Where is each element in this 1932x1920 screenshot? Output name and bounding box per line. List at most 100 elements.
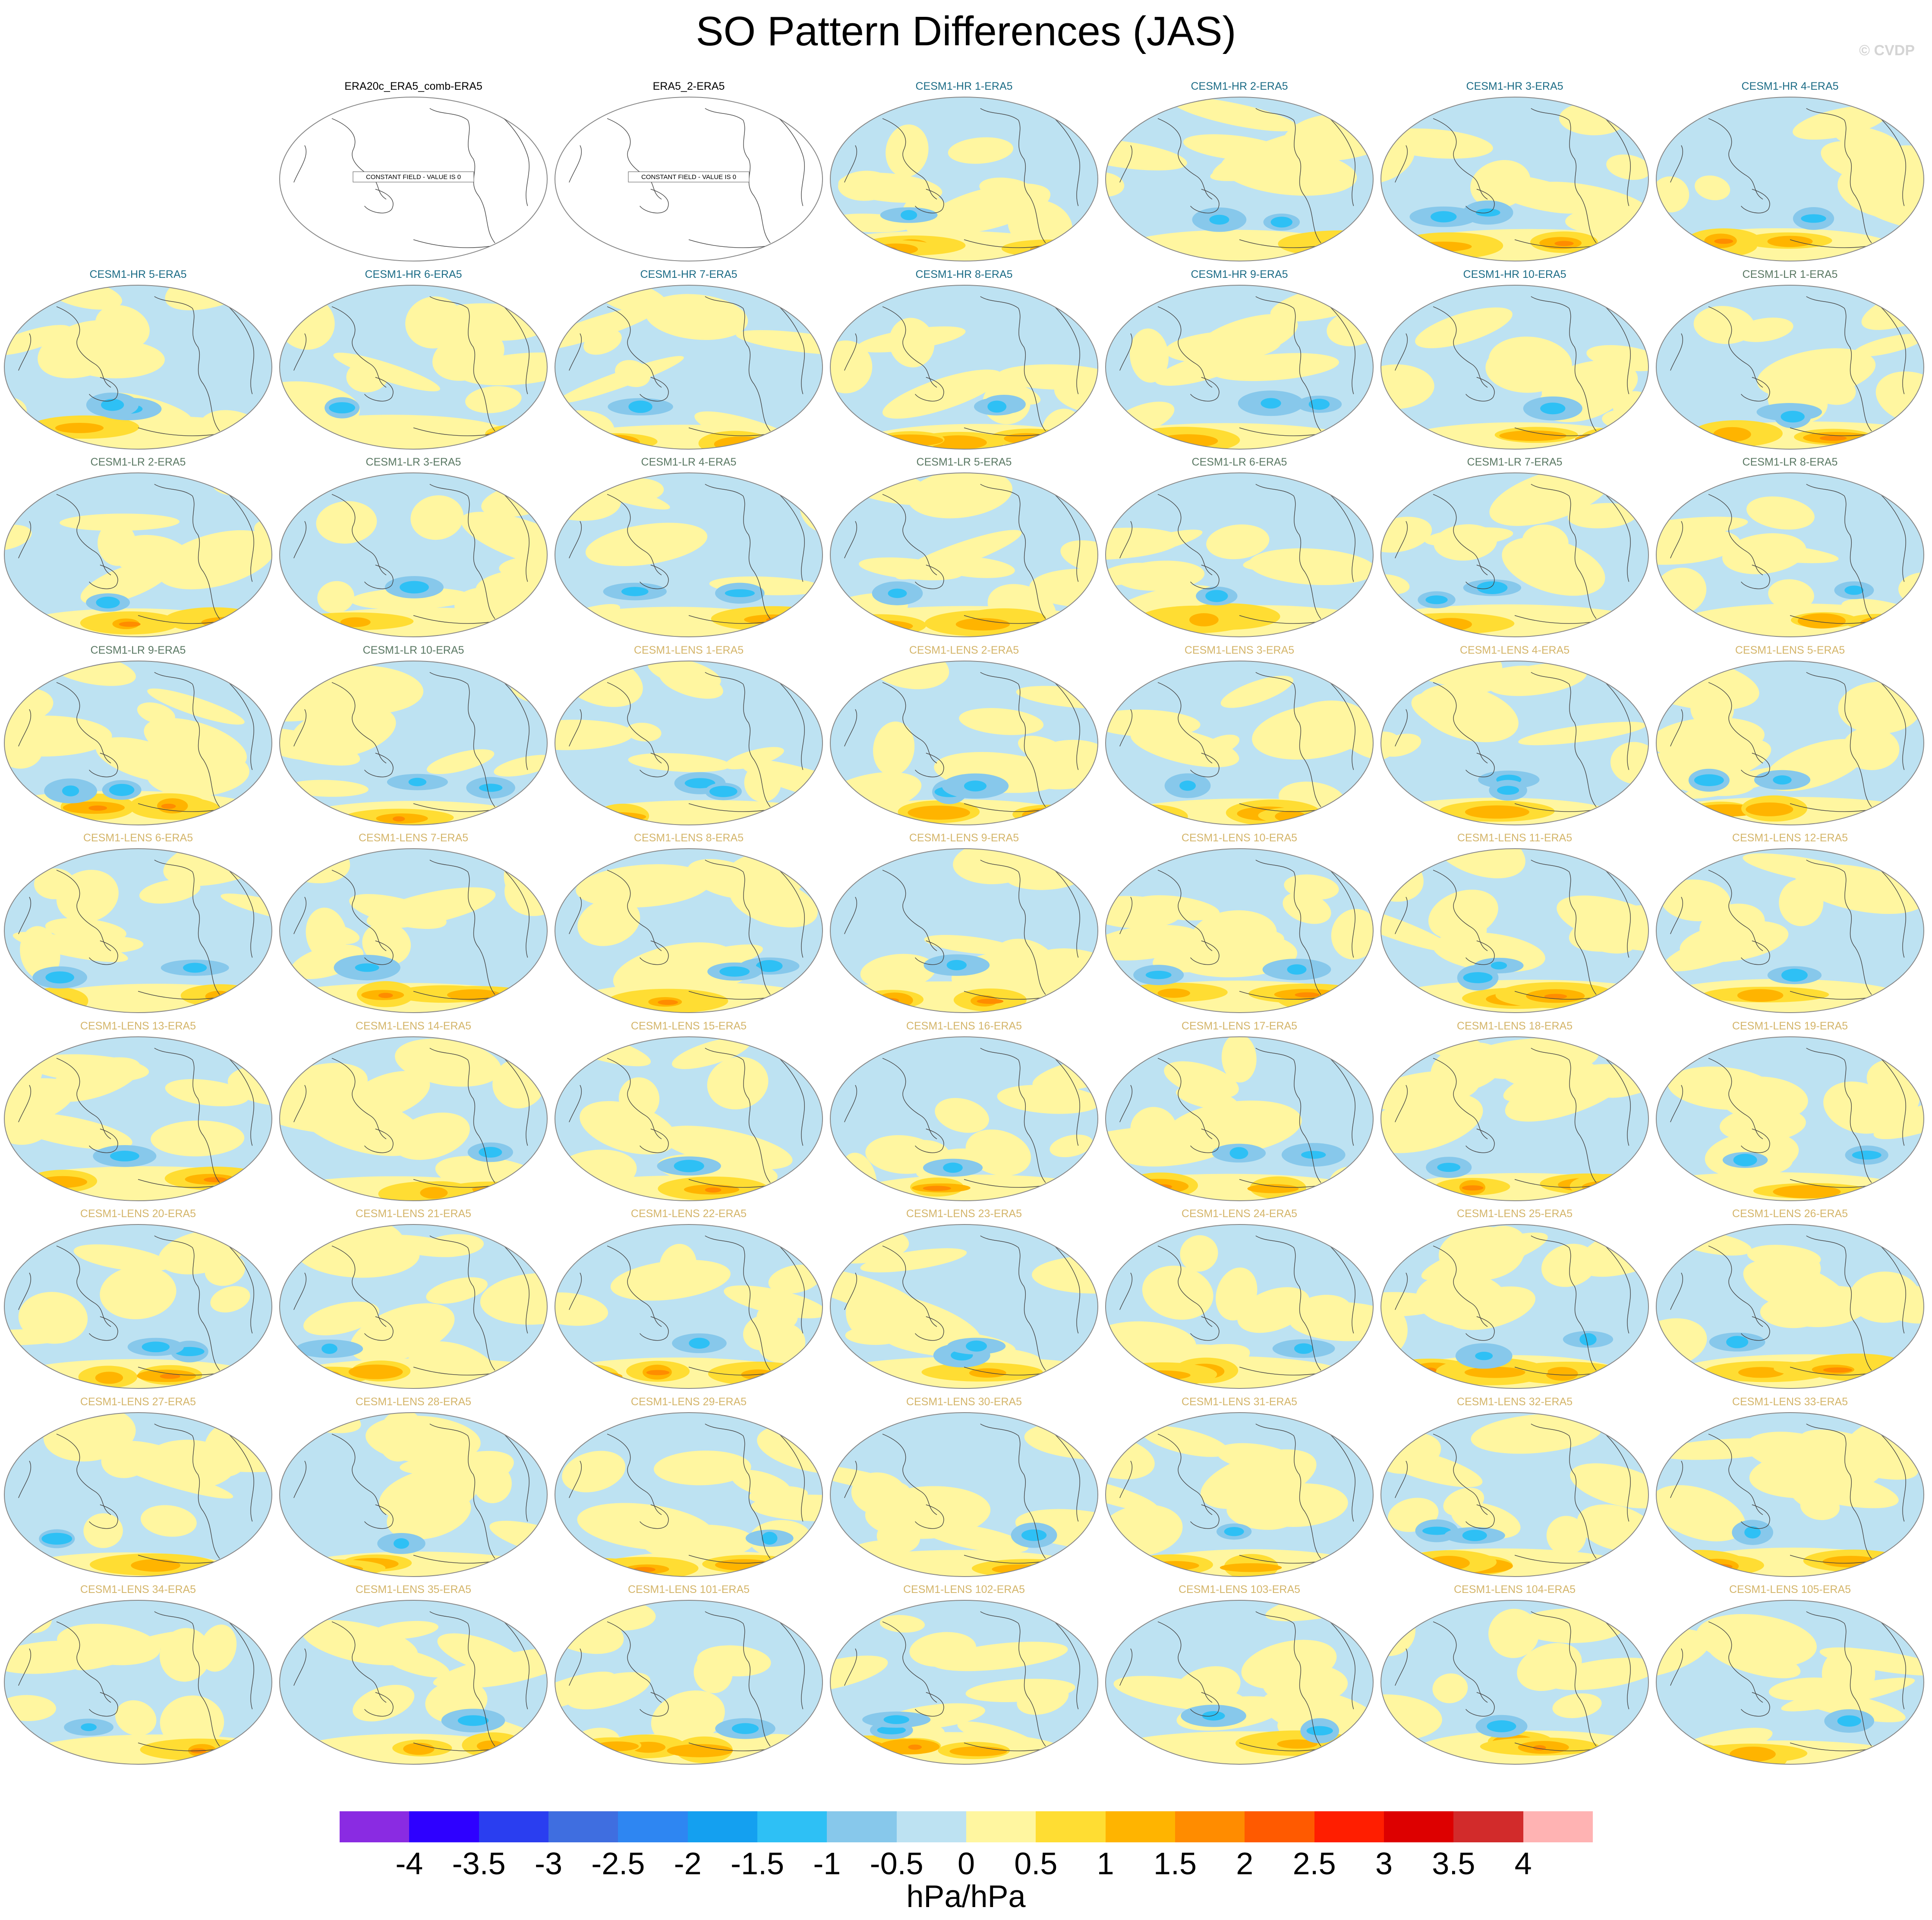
coastline (500, 1054, 529, 1146)
map-panel: CESM1-LENS 26-ERA5 (1654, 1205, 1926, 1391)
map-frame (1656, 472, 1924, 637)
map-frame (1380, 1412, 1649, 1577)
coastline (364, 940, 394, 965)
coastline (293, 1648, 307, 1686)
coastline (1514, 803, 1591, 812)
map-frame (1105, 1224, 1374, 1389)
contour-field (280, 285, 547, 449)
contour-field (555, 1412, 823, 1577)
contour-field (830, 1036, 1098, 1201)
coastline (607, 1621, 662, 1703)
contour-field (280, 849, 547, 1013)
coastline (18, 1272, 32, 1310)
map-frame (1105, 1412, 1374, 1577)
coastline (429, 296, 495, 431)
coastline (89, 940, 118, 965)
coastline (1601, 115, 1631, 206)
panel-title: CESM1-HR 10-ERA5 (1463, 268, 1566, 280)
coastline (1433, 1433, 1488, 1515)
coastline (1466, 377, 1495, 401)
coastline (1255, 1611, 1321, 1747)
map-frame (830, 660, 1098, 825)
coastline (915, 940, 944, 965)
colorbar-swatch (1245, 1811, 1315, 1842)
coastline (882, 869, 937, 951)
coastline (640, 1692, 669, 1717)
map-frame (1105, 1036, 1374, 1201)
panel-title: CESM1-LENS 10-ERA5 (1181, 832, 1298, 844)
map-svg (830, 1600, 1098, 1765)
map-frame (279, 1600, 548, 1765)
map-frame (830, 1224, 1098, 1389)
map-panel: CESM1-LENS 33-ERA5 (1654, 1393, 1926, 1580)
coastline (1119, 1272, 1133, 1310)
contour-field (830, 285, 1098, 449)
coastline (1051, 1618, 1080, 1709)
panel-title: CESM1-LENS 102-ERA5 (903, 1583, 1025, 1596)
coastline (1466, 940, 1495, 965)
coastline (18, 1648, 32, 1686)
colorbar-tick: 3 (1375, 1847, 1393, 1881)
panel-title: CESM1-LENS 15-ERA5 (630, 1020, 747, 1032)
map-svg (4, 660, 272, 825)
coastline (331, 494, 387, 576)
map-frame (830, 284, 1098, 450)
panel-title: CESM1-LR 9-ERA5 (90, 644, 186, 656)
contour-field (830, 1224, 1098, 1388)
map-svg (1656, 848, 1924, 1013)
coastline (1255, 108, 1321, 243)
contour-field (1106, 849, 1373, 1013)
map-svg (279, 1600, 548, 1765)
coastline (882, 306, 937, 387)
coastline (500, 302, 529, 394)
coastline (429, 1048, 495, 1183)
contour-field (555, 661, 823, 825)
coastline (1051, 1054, 1080, 1146)
map-frame (1380, 472, 1649, 637)
coastline (980, 859, 1046, 995)
coastline (1190, 189, 1220, 214)
coastline (1051, 302, 1080, 394)
colorbar-tick: -2 (674, 1847, 702, 1881)
coastline (980, 1423, 1046, 1559)
coastline (607, 494, 662, 576)
coastline (980, 1235, 1046, 1371)
coastline (154, 484, 220, 619)
coastline (154, 1423, 220, 1559)
map-svg (830, 1224, 1098, 1389)
map-svg (1656, 284, 1924, 450)
contour-field (4, 1600, 272, 1764)
panel-title: CESM1-LENS 101-ERA5 (627, 1583, 750, 1596)
map-frame (1380, 1600, 1649, 1765)
coastline (844, 521, 857, 559)
map-svg (1656, 472, 1924, 637)
map-frame (279, 284, 548, 450)
panel-title: CESM1-LENS 28-ERA5 (355, 1395, 472, 1408)
coastline (688, 239, 765, 248)
coastline (1239, 803, 1316, 812)
coastline (293, 897, 307, 935)
map-panel: CESM1-LR 3-ERA5 (277, 453, 549, 640)
coastline (1708, 306, 1763, 387)
coastline (775, 1618, 805, 1709)
constant-field-note: CONSTANT FIELD - VALUE IS 0 (366, 173, 461, 181)
map-panel: CESM1-LENS 9-ERA5 (828, 829, 1100, 1016)
coastline (1531, 1611, 1597, 1747)
coastline (500, 491, 529, 582)
map-panel: CESM1-LENS 22-ERA5 (553, 1205, 825, 1391)
coastline (138, 991, 214, 1000)
coastline (1119, 1648, 1133, 1686)
map-frame (555, 472, 823, 637)
map-frame (1380, 1036, 1649, 1201)
coastline (1239, 615, 1316, 624)
map-panel: CESM1-LENS 7-ERA5 (277, 829, 549, 1016)
coastline (1877, 1618, 1906, 1709)
coastline (1741, 940, 1770, 965)
coastline (1466, 1692, 1495, 1717)
panel-title: ERA5_2-ERA5 (652, 80, 725, 92)
map-svg (830, 284, 1098, 450)
map-frame (1380, 848, 1649, 1013)
coastline (138, 427, 214, 436)
map-panel: ERA5_2-ERA5 CONSTANT FIELD - VALUE IS 0 (553, 78, 825, 264)
coastline (1190, 377, 1220, 401)
